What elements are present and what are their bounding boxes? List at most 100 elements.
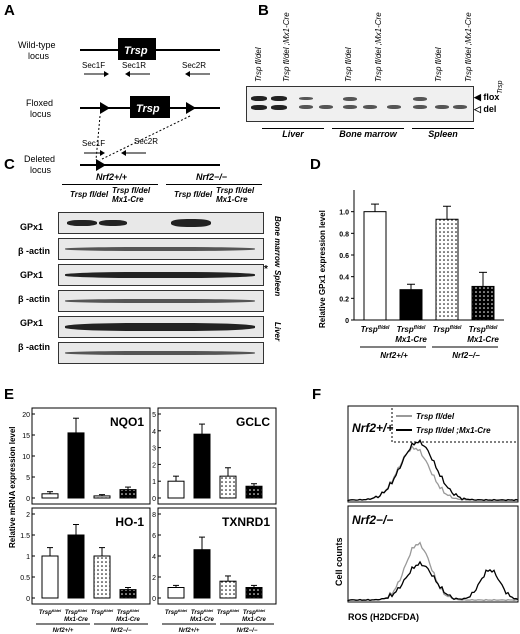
x-tick-label: Trspfl/del — [433, 325, 462, 334]
y-tick-label: 10 — [22, 454, 30, 461]
locus-label: locus — [30, 109, 52, 119]
lane-label: Trsp fl/del Mx1-Cre — [112, 186, 151, 204]
nonspecific-asterisk: * — [264, 264, 268, 275]
superscript: fl/del — [378, 325, 390, 331]
subplot-title: GCLC — [236, 415, 270, 429]
bar — [119, 489, 137, 499]
x-tick-label: Trspfl/del — [91, 608, 114, 616]
x-tick-label: Trspfl/del — [361, 325, 390, 334]
subplot-frame — [157, 407, 277, 505]
loxp-site — [100, 102, 110, 114]
bar — [93, 555, 111, 599]
tissue-label-liver: Liver — [262, 128, 324, 139]
x-tick-label: Trspfl/del — [191, 608, 214, 616]
subplot-title: TXNRD1 — [222, 515, 270, 529]
tissue-label: Liver — [273, 322, 282, 342]
y-tick-label: 4 — [152, 554, 156, 561]
bar — [167, 587, 185, 599]
western-blot-gpx1-liver — [58, 316, 264, 338]
lane-label: Trsp fl/del ;Mx1-Cre — [374, 12, 383, 82]
genotype-label: Nrf2−/− — [196, 172, 228, 182]
trsp-locus-diagram: Wild-type locus Trsp Floxed locus Trsp S… — [18, 38, 220, 175]
lane-label: Trsp fl/del — [254, 47, 263, 82]
tissue-label-spleen: Spleen — [412, 128, 474, 139]
primer-label: Sec1R — [122, 61, 146, 70]
bar — [363, 211, 387, 321]
lane-label: Trsp fl/del — [174, 190, 213, 199]
primer-label: Sec2R — [134, 137, 158, 146]
histogram-black-top — [347, 439, 519, 502]
primer-label: Sec1F — [82, 139, 105, 148]
y-tick-label: 20 — [22, 412, 30, 419]
y-tick-label: 0 — [345, 318, 349, 325]
western-blot-actin-bm — [58, 238, 264, 260]
y-tick-label: 0 — [152, 496, 156, 503]
y-tick-label: 15 — [22, 433, 30, 440]
group-label: Nrf2+/+ — [380, 351, 408, 360]
western-blot-gpx1-spleen — [58, 264, 264, 286]
trsp-gene-label: Trsp — [136, 103, 160, 115]
panel-label-e: E — [4, 386, 15, 403]
y-tick-label: 3 — [152, 446, 156, 453]
superscript: fl/del — [104, 608, 114, 613]
superscript: fl/del — [130, 608, 140, 613]
x-tick-label: Trspfl/del — [117, 608, 140, 616]
x-tick-label: Trspfl/del — [397, 325, 426, 334]
x-tick-label: Mx1-Cre — [242, 617, 266, 623]
x-tick-label: Trspfl/del — [469, 325, 498, 334]
group-label: Nrf2−/− — [237, 628, 258, 634]
y-tick-label: 2 — [152, 462, 156, 469]
y-tick-label: 6 — [152, 533, 156, 540]
y-tick-label: 0.8 — [339, 231, 349, 238]
d-ylabel: Relative GPx1 expression level — [318, 210, 327, 328]
histogram-frame-top — [347, 405, 519, 503]
western-blot-gpx1-bm — [58, 212, 264, 234]
locus-label: Wild-type — [18, 40, 56, 50]
group-label: Nrf2−/− — [111, 628, 132, 634]
y-tick-label: 8 — [152, 512, 156, 519]
y-tick-label: 0 — [26, 596, 30, 603]
bar — [245, 587, 263, 599]
x-tick-label: Trspfl/del — [39, 608, 62, 616]
loxp-site — [186, 102, 196, 114]
blot-row-label: GPx1 — [20, 222, 44, 232]
western-blot-actin-liver — [58, 342, 264, 364]
lane-label: Trsp fl/del Mx1-Cre — [216, 186, 255, 204]
blot-row-label: GPx1 — [20, 318, 44, 328]
x-tick-label: Mx1-Cre — [116, 617, 140, 623]
genotyping-gel: Trsp Trsp ;Mx1-Cre — [497, 80, 504, 94]
blot-row-label: β -actin — [18, 294, 50, 304]
lane-label: Trsp fl/del ;Mx1-Cre — [464, 12, 473, 82]
histogram-gray-top — [347, 444, 519, 502]
trsp-gene-box — [130, 96, 170, 118]
y-tick-label: 0.4 — [339, 275, 349, 282]
trsp-gene-box — [118, 38, 156, 60]
y-tick-label: 5 — [152, 412, 156, 419]
locus-label: locus — [30, 165, 52, 175]
panel-label-a: A — [4, 2, 15, 19]
y-tick-label: 4 — [152, 429, 156, 436]
histogram-black-bottom — [347, 560, 519, 602]
lane-label: Trsp fl/del — [70, 190, 109, 199]
loxp-site — [96, 159, 106, 171]
bar — [219, 580, 237, 599]
subplot-title: HO-1 — [115, 515, 144, 529]
bar — [245, 485, 263, 499]
x-tick-label: Mx1-Cre — [467, 335, 499, 344]
bar — [119, 589, 137, 599]
panel-label-f: F — [312, 386, 322, 403]
superscript: fl/del — [230, 608, 240, 613]
y-tick-label: 1 — [152, 479, 156, 486]
superscript: fl/del — [450, 325, 462, 331]
superscript: fl/del — [52, 608, 62, 613]
primer-label: Sec1F — [82, 61, 105, 70]
superscript: fl/del — [204, 608, 214, 613]
lane-label: Trsp fl/del ;Mx1-Cre — [282, 12, 291, 82]
group-label: Nrf2+/+ — [53, 628, 74, 634]
y-tick-label: 1.5 — [20, 533, 30, 540]
y-tick-label: 0.5 — [20, 575, 30, 582]
trsp-gene-label: Trsp — [124, 45, 148, 57]
legend-label: Trsp fl/del — [416, 412, 455, 421]
y-tick-label: 0.2 — [339, 296, 349, 303]
